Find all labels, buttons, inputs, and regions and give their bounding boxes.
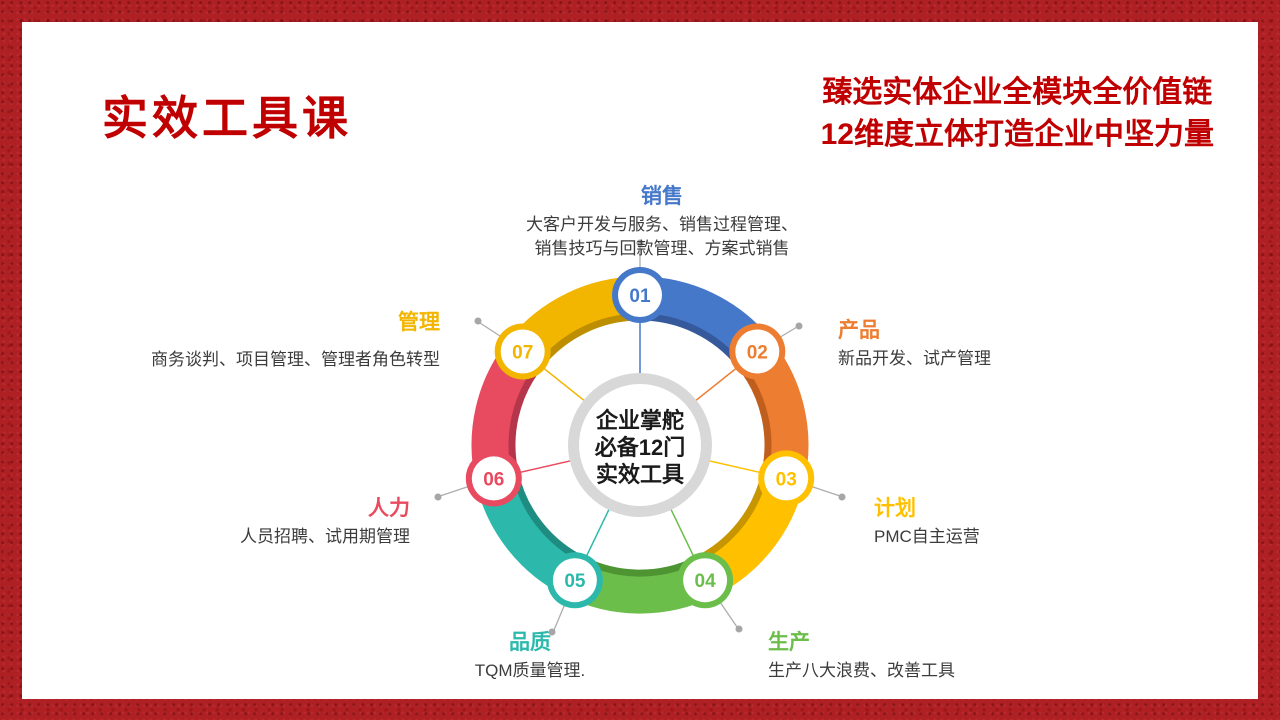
label-sales: 销售 大客户开发与服务、销售过程管理、 销售技巧与回款管理、方案式销售 <box>362 184 962 261</box>
badge-face <box>471 456 516 501</box>
label-sales-desc-line-1: 大客户开发与服务、销售过程管理、 <box>526 215 798 234</box>
slide-subtitle: 臻选实体企业全模块全价值链 12维度立体打造企业中坚力量 <box>821 72 1214 156</box>
badge-number: 04 <box>695 571 717 592</box>
badge-number: 03 <box>776 469 797 490</box>
badge-face <box>735 329 780 374</box>
connector-dot-06 <box>434 493 442 501</box>
connector-dots <box>434 239 846 636</box>
connector-dot-04 <box>735 625 743 633</box>
label-product-desc: 新品开发、试产管理 <box>838 349 991 368</box>
connector-dot-05 <box>548 628 556 636</box>
badge-number: 07 <box>512 343 533 364</box>
badge-face <box>500 329 545 374</box>
badge-04: 04 <box>677 552 734 609</box>
label-production-title: 生产 <box>768 631 810 654</box>
label-sales-title: 销售 <box>641 185 683 208</box>
label-hr-desc: 人员招聘、试用期管理 <box>240 527 410 546</box>
label-plan-desc: PMC自主运营 <box>874 527 980 546</box>
label-quality-desc: TQM质量管理. <box>474 661 586 680</box>
badge-06: 06 <box>465 450 522 507</box>
connector-dot-07 <box>474 317 482 325</box>
badge-07: 07 <box>494 323 551 380</box>
connector-dot-02 <box>795 322 803 330</box>
subtitle-line-1: 臻选实体企业全模块全价值链 <box>822 76 1213 109</box>
hub-text-line-1: 企业掌舵 <box>595 408 684 433</box>
connector-dot-01 <box>636 239 644 247</box>
connector-dot-03 <box>838 493 846 501</box>
subtitle-line-2: 12维度立体打造企业中坚力量 <box>820 118 1214 151</box>
label-management-title: 管理 <box>398 311 440 334</box>
page-title: 实效工具课 <box>102 92 352 144</box>
badge-number: 05 <box>564 571 586 592</box>
label-quality-title: 品质 <box>509 631 551 654</box>
hub-face <box>579 384 701 506</box>
label-management: 管理 商务谈判、项目管理、管理者角色转型 <box>151 310 440 372</box>
label-sales-desc-line-2: 销售技巧与回款管理、方案式销售 <box>534 239 790 258</box>
badge-01: 01 <box>612 267 668 323</box>
badge-02: 02 <box>729 323 786 380</box>
badge-number: 01 <box>629 286 651 307</box>
label-sales-desc: 大客户开发与服务、销售过程管理、 销售技巧与回款管理、方案式销售 <box>362 213 962 261</box>
content-panel: 实效工具课 臻选实体企业全模块全价值链 12维度立体打造企业中坚力量 <box>22 22 1258 699</box>
badge-number: 06 <box>483 469 504 490</box>
label-production-desc: 生产八大浪费、改善工具 <box>768 661 955 680</box>
hub-text-line-2: 必备12门 <box>595 435 685 460</box>
badge-05: 05 <box>546 552 603 609</box>
badge-face <box>764 456 809 501</box>
cycle-diagram: 01 02 03 04 05 <box>434 239 846 636</box>
label-plan: 计划 PMC自主运营 <box>874 496 980 549</box>
label-product-title: 产品 <box>838 319 880 342</box>
label-plan-title: 计划 <box>874 497 916 520</box>
center-hub: 企业掌舵 必备12门 实效工具 <box>568 373 712 517</box>
label-hr: 人力 人员招聘、试用期管理 <box>240 496 410 549</box>
label-hr-title: 人力 <box>368 497 410 520</box>
hub-text-line-3: 实效工具 <box>596 462 684 487</box>
number-badges: 01 02 03 04 05 <box>465 267 815 609</box>
badge-face <box>683 558 728 603</box>
label-quality: 品质 TQM质量管理. <box>440 630 620 683</box>
label-product: 产品 新品开发、试产管理 <box>838 318 991 371</box>
badge-03: 03 <box>758 450 815 507</box>
label-management-desc: 商务谈判、项目管理、管理者角色转型 <box>151 350 440 369</box>
badge-face <box>552 558 597 603</box>
badge-face <box>618 273 662 317</box>
label-production: 生产 生产八大浪费、改善工具 <box>768 630 955 683</box>
badge-number: 02 <box>747 343 768 364</box>
